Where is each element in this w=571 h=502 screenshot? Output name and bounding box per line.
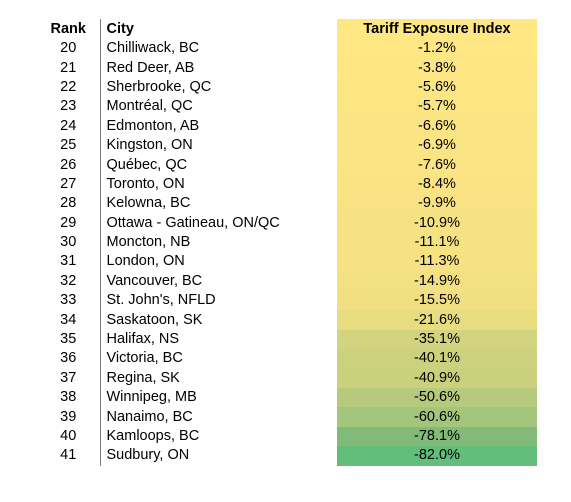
tariff-index-cell: -14.9% xyxy=(337,271,537,292)
table-row: 21 Red Deer, AB -3.8% xyxy=(37,58,537,78)
city-cell: Québec, QC xyxy=(99,155,337,175)
tariff-index-cell: -3.8% xyxy=(337,58,537,78)
table-row: 34 Saskatoon, SK -21.6% xyxy=(37,310,537,330)
table-row: 20 Chilliwack, BC -1.2% xyxy=(37,39,537,59)
rank-cell: 30 xyxy=(60,234,77,251)
tariff-index-cell: -5.7% xyxy=(337,97,537,117)
rank-cell: 32 xyxy=(60,272,77,289)
tariff-index-cell: -35.1% xyxy=(337,329,537,350)
table-row: 38 Winnipeg, MB -50.6% xyxy=(37,388,537,408)
tariff-index-cell: -10.9% xyxy=(337,213,537,233)
rank-cell: 39 xyxy=(60,408,77,425)
table-row: 24 Edmonton, AB -6.6% xyxy=(37,116,537,136)
city-cell: Kelowna, BC xyxy=(99,194,337,214)
table-row: 32 Vancouver, BC -14.9% xyxy=(37,271,537,292)
city-cell: Sherbrooke, QC xyxy=(99,77,337,98)
rank-cell: 28 xyxy=(60,195,77,212)
header-row: Rank City Tariff Exposure Index xyxy=(37,19,537,39)
rank-column-header: Rank xyxy=(50,20,86,37)
tariff-index-cell: -40.9% xyxy=(337,368,537,389)
tariff-index-cell: -15.5% xyxy=(337,291,537,311)
city-cell: Chilliwack, BC xyxy=(99,39,337,59)
rank-cell: 34 xyxy=(60,311,77,328)
tariff-index-cell: -60.6% xyxy=(337,407,537,427)
rank-cell: 25 xyxy=(60,137,77,154)
table-row: 26 Québec, QC -7.6% xyxy=(37,155,537,175)
tariff-index-cell: -82.0% xyxy=(337,446,537,466)
table-row: 33 St. John's, NFLD -15.5% xyxy=(37,291,537,311)
city-cell: Saskatoon, SK xyxy=(99,310,337,330)
rank-cell: 38 xyxy=(60,389,77,406)
rank-cell: 35 xyxy=(60,331,77,348)
city-cell: Kingston, ON xyxy=(99,135,337,156)
city-cell: Nanaimo, BC xyxy=(99,407,337,427)
table-row: 27 Toronto, ON -8.4% xyxy=(37,174,537,195)
tariff-index-cell: -9.9% xyxy=(337,194,537,214)
city-cell: Vancouver, BC xyxy=(99,271,337,292)
city-cell: Ottawa - Gatineau, ON/QC xyxy=(99,213,337,233)
tariff-index-cell: -7.6% xyxy=(337,155,537,175)
rank-cell: 40 xyxy=(60,428,77,444)
rank-cell: 31 xyxy=(60,253,77,270)
table-row: 29 Ottawa - Gatineau, ON/QC -10.9% xyxy=(37,213,537,233)
city-cell: Edmonton, AB xyxy=(99,116,337,136)
city-cell: St. John's, NFLD xyxy=(99,291,337,311)
table-row: 31 London, ON -11.3% xyxy=(37,252,537,272)
table-row: 30 Moncton, NB -11.1% xyxy=(37,232,537,253)
rank-cell: 26 xyxy=(60,156,77,173)
rank-cell: 29 xyxy=(60,214,77,231)
table-row: 37 Regina, SK -40.9% xyxy=(37,368,537,389)
tariff-index-cell: -1.2% xyxy=(337,39,537,59)
rank-cell: 24 xyxy=(60,117,77,134)
rank-cell: 36 xyxy=(60,350,77,367)
table-row: 36 Victoria, BC -40.1% xyxy=(37,349,537,369)
rank-cell: 41 xyxy=(60,447,77,464)
table-row: 41 Sudbury, ON -82.0% xyxy=(37,446,537,466)
table-body: 20 Chilliwack, BC -1.2% 21 Red Deer, AB -3.8%… xyxy=(37,39,537,466)
rank-cell: 33 xyxy=(60,292,77,309)
tariff-index-cell: -78.1% xyxy=(337,426,537,447)
tariff-index-cell: -6.9% xyxy=(337,135,537,156)
table-row: 25 Kingston, ON -6.9% xyxy=(37,135,537,156)
city-column-header: City xyxy=(99,19,337,39)
tariff-index-cell: -40.1% xyxy=(337,349,537,369)
rank-cell: 21 xyxy=(60,59,77,76)
rank-cell: 22 xyxy=(60,78,77,95)
tariff-index-cell: -11.3% xyxy=(337,252,537,272)
table-row: 40 Kamloops, BC -78.1% xyxy=(37,426,537,447)
table-row: 23 Montréal, QC -5.7% xyxy=(37,97,537,117)
city-cell: Toronto, ON xyxy=(99,174,337,195)
rank-cell: 37 xyxy=(60,369,77,386)
table-row: 22 Sherbrooke, QC -5.6% xyxy=(37,77,537,98)
table-row: 35 Halifax, NS -35.1% xyxy=(37,329,537,350)
city-cell: Regina, SK xyxy=(99,368,337,389)
city-cell: Kamloops, BC xyxy=(99,426,337,447)
city-cell: Winnipeg, MB xyxy=(99,388,337,408)
tariff-index-cell: -11.1% xyxy=(337,232,537,253)
city-cell: Montréal, QC xyxy=(99,97,337,117)
tariff-index-column-header: Tariff Exposure Index xyxy=(337,19,537,39)
tariff-exposure-table-container: Rank City Tariff Exposure Index 20 Chilli… xyxy=(37,19,537,466)
rank-cell: 23 xyxy=(60,98,77,115)
table-row: 28 Kelowna, BC -9.9% xyxy=(37,194,537,214)
tariff-index-cell: -21.6% xyxy=(337,310,537,330)
tariff-index-cell: -8.4% xyxy=(337,174,537,195)
city-cell: Sudbury, ON xyxy=(99,446,337,466)
city-cell: London, ON xyxy=(99,252,337,272)
rank-cell: 20 xyxy=(60,40,77,57)
city-cell: Halifax, NS xyxy=(99,329,337,350)
tariff-index-cell: -50.6% xyxy=(337,388,537,408)
tariff-index-cell: -6.6% xyxy=(337,116,537,136)
tariff-index-cell: -5.6% xyxy=(337,77,537,98)
city-cell: Moncton, NB xyxy=(99,232,337,253)
tariff-exposure-table: Rank City Tariff Exposure Index 20 Chilli… xyxy=(37,19,537,466)
city-cell: Red Deer, AB xyxy=(99,58,337,78)
rank-cell: 27 xyxy=(60,175,77,192)
table-row: 39 Nanaimo, BC -60.6% xyxy=(37,407,537,427)
city-cell: Victoria, BC xyxy=(99,349,337,369)
